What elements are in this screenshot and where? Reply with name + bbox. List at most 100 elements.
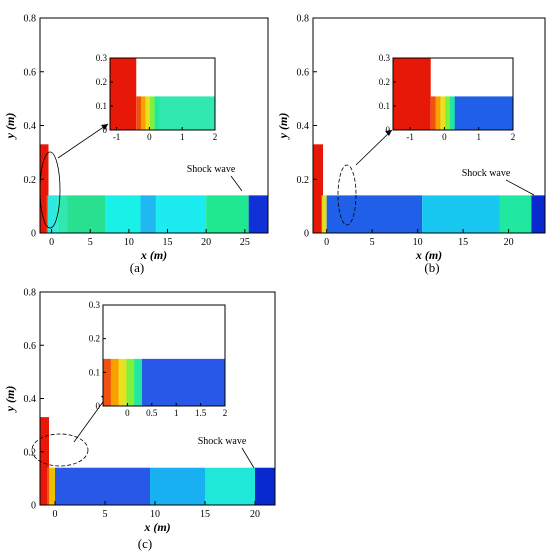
- x-tick-label: 15: [163, 237, 173, 248]
- inset-fan-band: [449, 96, 456, 130]
- flow-band: [206, 195, 249, 233]
- y-tick-label: 0.8: [24, 14, 37, 25]
- inset-fan-band: [136, 96, 142, 130]
- inset-y-tick-label: 0.1: [96, 101, 107, 111]
- zoom-arrowhead: [101, 124, 108, 130]
- flow-band: [105, 195, 141, 233]
- nozzle-region: [47, 467, 50, 505]
- y-axis-label: y (m): [3, 113, 17, 141]
- flow-band: [326, 195, 423, 233]
- zoom-region-ellipse: [337, 164, 357, 226]
- x-tick-label: 0: [53, 509, 58, 520]
- shock-wave-annotation: Shock wave: [462, 168, 511, 179]
- flow-band: [67, 195, 106, 233]
- inset-frame: [102, 304, 226, 407]
- inset-y-tick-label: 0.1: [379, 101, 390, 111]
- flow-band: [531, 195, 545, 233]
- inset-c: 0 0.5 1 1.5 2 0 0.1 0.2 0.3: [89, 300, 228, 418]
- inset-fan-band: [103, 358, 112, 406]
- inset-frame: [109, 57, 216, 131]
- inset-fan-band: [440, 96, 446, 130]
- flow-band: [47, 195, 58, 233]
- y-tick-label: 0.8: [24, 288, 37, 299]
- annotation-leader: [241, 447, 255, 469]
- x-tick-label: 10: [413, 237, 423, 248]
- flow-band: [55, 467, 150, 505]
- y-tick-label: 0.4: [24, 121, 37, 132]
- inset-fan-band: [145, 96, 151, 130]
- inset-fan-band: [126, 358, 135, 406]
- inset-x-tick-label: 1: [174, 408, 179, 418]
- inset-fan-band: [118, 358, 127, 406]
- inset-fan-band: [430, 96, 437, 130]
- inset-y-tick-label: 0.1: [89, 367, 100, 377]
- x-tick-label: 15: [458, 237, 468, 248]
- inset-channel-flow: [142, 358, 225, 406]
- inset-y-tick-label: 0: [386, 125, 391, 135]
- x-axis-label: x (m): [143, 520, 170, 534]
- annotation-leader: [505, 179, 535, 196]
- flow-band: [499, 195, 532, 233]
- y-tick-label: 0.8: [297, 14, 310, 25]
- y-tick-label: 0.2: [24, 447, 37, 458]
- inset-y-tick-label: 0: [103, 125, 108, 135]
- chamber-region: [313, 144, 324, 233]
- x-axis-label: x (m): [415, 248, 442, 262]
- inset-chamber: [110, 58, 137, 130]
- y-axis-label: y (m): [3, 386, 17, 414]
- inset-fan-band: [140, 96, 146, 130]
- flow-band: [49, 467, 55, 505]
- x-tick-label: 0: [49, 237, 54, 248]
- inset-x-tick-label: 0: [125, 408, 130, 418]
- inset-fan-band: [154, 96, 160, 130]
- y-tick-label: 0.4: [24, 394, 37, 405]
- inset-frame: [392, 57, 514, 131]
- flow-band: [255, 467, 275, 505]
- zoom-arrow: [355, 129, 393, 166]
- y-tick-label: 0.2: [297, 175, 310, 186]
- zoom-arrow: [57, 123, 109, 159]
- inset-x-tick-label: -1: [113, 132, 121, 142]
- panel-label: (c): [138, 536, 152, 551]
- inset-fan-band: [445, 96, 451, 130]
- inset-y-tick-label: 0.3: [96, 53, 108, 63]
- inset-x-tick-label: 0.5: [146, 408, 158, 418]
- inset-y-tick-label: 0.2: [379, 77, 390, 87]
- x-tick-label: 20: [250, 509, 260, 520]
- inset-x-tick-label: 0: [147, 132, 152, 142]
- y-axis-label: y (m): [276, 113, 290, 141]
- flow-band: [248, 195, 268, 233]
- panel-label: (a): [130, 260, 144, 275]
- inset-x-tick-label: 1.5: [195, 408, 207, 418]
- y-tick-label: 0: [304, 229, 309, 240]
- y-tick-label: 0.2: [24, 175, 37, 186]
- y-tick-label: 0: [31, 229, 36, 240]
- inset-fan-band: [134, 358, 143, 406]
- chamber-region: [40, 417, 49, 505]
- shock-wave-annotation: Shock wave: [187, 164, 236, 175]
- zoom-region-ellipse: [39, 151, 61, 229]
- inset-channel-flow: [454, 96, 513, 130]
- x-tick-label: 5: [103, 509, 108, 520]
- annotation-leader: [230, 175, 243, 192]
- flow-band: [322, 195, 327, 233]
- inset-x-tick-label: -1: [406, 132, 414, 142]
- inset-x-tick-label: 1: [476, 132, 481, 142]
- y-tick-label: 0.4: [297, 121, 310, 132]
- zoom-region-ellipse: [31, 433, 89, 467]
- flow-band: [150, 467, 205, 505]
- inset-y-tick-label: 0.2: [89, 334, 100, 344]
- flow-band: [140, 195, 156, 233]
- y-tick-label: 0.6: [297, 67, 310, 78]
- inset-x-tick-label: 0: [442, 132, 447, 142]
- inset-channel-flow: [159, 96, 215, 130]
- x-tick-label: 25: [240, 237, 250, 248]
- x-tick-label: 5: [370, 237, 375, 248]
- inset-y-tick-label: 0.2: [96, 77, 107, 87]
- zoom-arrowhead: [385, 130, 392, 136]
- x-tick-label: 10: [124, 237, 134, 248]
- x-tick-label: 10: [150, 509, 160, 520]
